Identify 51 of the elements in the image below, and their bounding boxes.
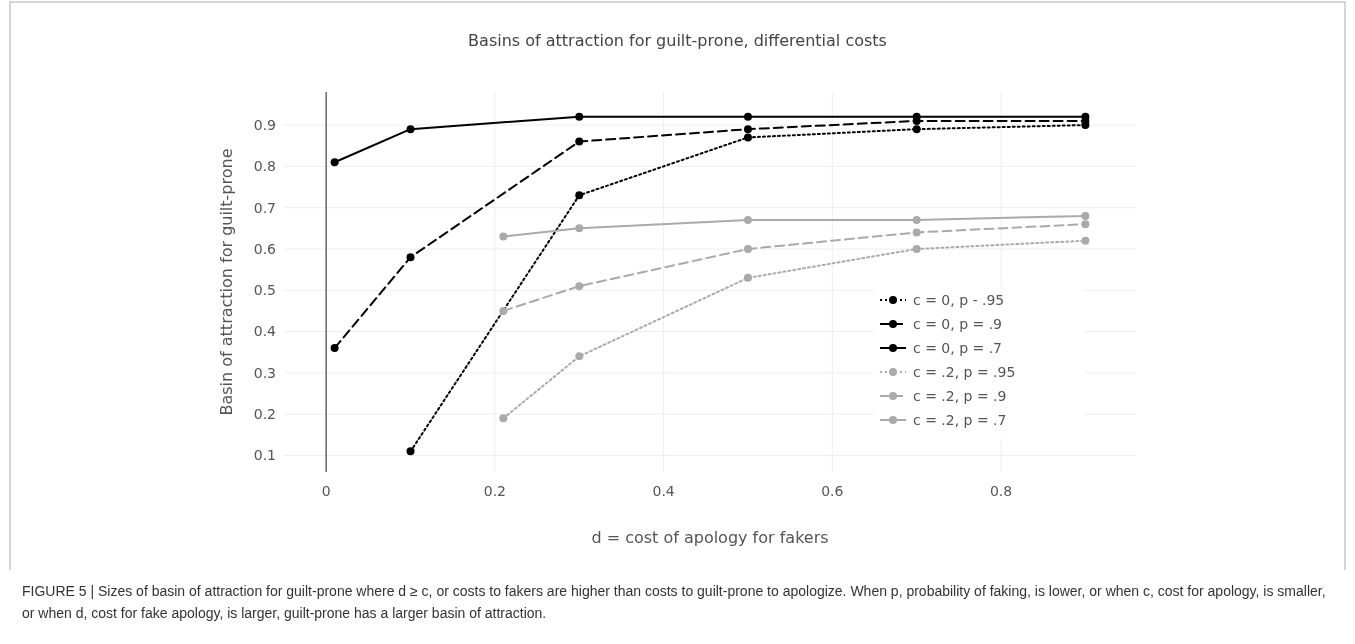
x-axis-title: d = cost of apology for fakers	[591, 528, 829, 547]
caption: FIGURE 5 | Sizes of basin of attraction for guilt-prone where d ≥ c, or costs to fakers are higher than costs to guilt-prone to apologize. When p, probability of faking, is lower, or when c, cost for apology, is smaller, or when d, cost for fake apology, is larger, guilt-prone has a larger basin of attraction.	[22, 582, 1327, 623]
point	[330, 344, 339, 353]
point	[743, 216, 752, 225]
y-tick-label: 0.9	[253, 116, 276, 133]
legend-label: c = 0, p - .95	[913, 291, 1005, 308]
point	[743, 112, 752, 121]
point	[1081, 220, 1090, 229]
point	[575, 112, 584, 121]
point	[575, 224, 584, 233]
point	[575, 282, 584, 291]
y-tick-label: 0.4	[253, 323, 277, 340]
y-tick-label: 0.2	[253, 406, 276, 423]
y-tick-label: 0.6	[253, 240, 277, 257]
point	[406, 125, 415, 134]
y-tick-label: 0.1	[253, 447, 276, 464]
point	[912, 244, 921, 253]
x-tick-label: 0.6	[821, 483, 844, 499]
y-tick-label: 0.5	[253, 282, 276, 299]
legend-label: c = .2, p = .7	[913, 411, 1007, 428]
point	[743, 273, 752, 282]
x-tick-label: 0	[321, 483, 331, 499]
legend-label: c = .2, p = .95	[913, 363, 1016, 380]
point	[912, 125, 921, 134]
x-tick-label: 0.2	[483, 483, 507, 499]
y-tick-label: 0.8	[253, 158, 276, 175]
point	[499, 414, 508, 423]
legend-label: c = 0, p = .9	[913, 315, 1003, 332]
x-tick-label: 0.8	[989, 483, 1013, 499]
point	[912, 228, 921, 237]
y-axis-title: Basin of attraction for guilt-prone	[217, 148, 236, 416]
point	[912, 216, 921, 225]
point	[743, 125, 752, 134]
y-tick-label: 0.7	[253, 199, 276, 216]
point	[499, 306, 508, 315]
point	[406, 447, 415, 456]
point	[499, 232, 508, 241]
chart-title: Basins of attraction for guilt-prone, differential costs	[468, 31, 887, 50]
y-tick-label: 0.3	[253, 364, 276, 381]
point	[743, 133, 752, 142]
legend-label: c = 0, p = .7	[913, 339, 1003, 356]
point	[743, 244, 752, 253]
point	[575, 352, 584, 361]
x-tick-label: 0.4	[652, 483, 675, 499]
point	[406, 253, 415, 262]
legend-label: c = .2, p = .9	[913, 387, 1007, 404]
point	[1081, 236, 1090, 245]
point	[575, 191, 584, 200]
point	[1081, 211, 1090, 220]
point	[330, 158, 339, 167]
point	[575, 137, 584, 146]
